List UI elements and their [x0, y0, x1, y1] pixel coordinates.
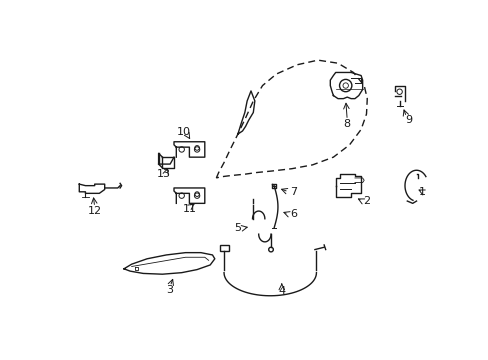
- Text: 9: 9: [405, 115, 411, 125]
- Bar: [220, 245, 229, 251]
- Text: 8: 8: [343, 119, 350, 129]
- Text: 10: 10: [177, 127, 191, 137]
- Text: 7: 7: [289, 187, 296, 197]
- Text: 6: 6: [289, 209, 296, 219]
- Text: 12: 12: [87, 206, 102, 216]
- Text: 5: 5: [234, 223, 241, 233]
- Text: 3: 3: [166, 285, 173, 294]
- Text: 2: 2: [362, 196, 369, 206]
- Text: 13: 13: [157, 169, 171, 179]
- Text: 11: 11: [182, 204, 196, 214]
- Text: 1: 1: [418, 187, 426, 197]
- Text: 4: 4: [278, 286, 285, 296]
